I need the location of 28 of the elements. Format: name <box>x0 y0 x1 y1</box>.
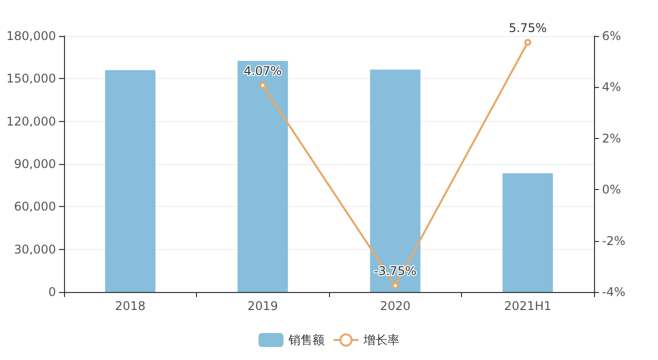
y2-tick-label: 2% <box>602 131 622 146</box>
legend-label: 增长率 <box>362 333 400 347</box>
point <box>392 282 399 290</box>
x-tick-label: 2019 <box>247 299 278 313</box>
y2-tick-label: 6% <box>602 29 622 43</box>
y-tick-label: 150,000 <box>6 72 56 86</box>
y-tick-label: 120,000 <box>6 114 56 128</box>
x-tick-label: 2018 <box>114 299 146 313</box>
y2-tick-label: 0% <box>602 182 622 197</box>
y-tick-label: 0 <box>48 285 56 299</box>
data-label: 5.75% <box>508 20 547 35</box>
point <box>259 82 266 89</box>
x-tick-label: 2020 <box>380 299 411 313</box>
y-tick-label: 180,000 <box>6 29 56 43</box>
y-tick-label: 90,000 <box>14 157 56 171</box>
bar <box>370 70 420 292</box>
y-tick-label: 60,000 <box>14 200 56 214</box>
bar <box>502 173 553 292</box>
y-tick-label: 30,000 <box>14 242 56 256</box>
bar <box>238 60 288 292</box>
bar <box>105 70 156 292</box>
y2-tick-label: -2% <box>602 234 626 248</box>
legend-label: 销售额 <box>288 333 324 347</box>
data-label: 4.07% <box>244 64 282 78</box>
point <box>524 38 532 46</box>
y2-tick-label: 4% <box>602 80 622 94</box>
y2-tick-label: -4% <box>602 285 626 299</box>
x-tick-label: 2021H1 <box>504 299 552 313</box>
